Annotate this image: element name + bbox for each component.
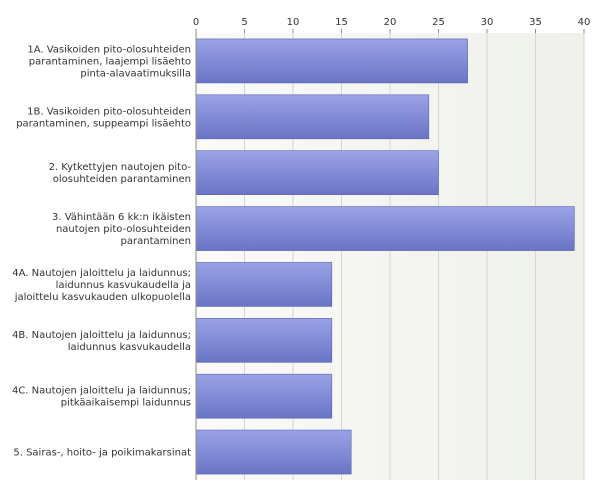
bar — [195, 429, 352, 475]
category-label-line: 1B. Vasikoiden pito-olosuhteiden — [27, 106, 191, 117]
category-label: 4A. Nautojen jaloittelu ja laidunnus; lai… — [12, 268, 191, 303]
category-label-line: jaloittelu kasvukauden ulkopuolella — [14, 292, 191, 303]
category-label-line: 3. Vähintään 6 kk:n ikäisten — [52, 212, 191, 223]
category-label-line: 4B. Nautojen jaloittelu ja laidunnus; — [12, 330, 191, 341]
category-label-line: pitkäaikaisempi laidunnus — [61, 398, 191, 409]
category-label-line: 5. Sairas-, hoito- ja poikimakarsinat — [13, 448, 191, 459]
category-label-line: parantaminen, laajempi lisäehto — [29, 56, 191, 67]
category-label-line: laidunnus kasvukaudella — [68, 342, 191, 353]
bar — [195, 262, 333, 307]
bar — [195, 94, 430, 140]
tick-label: 15 — [335, 17, 348, 28]
category-label-line: 2. Kytkettyjen nautojen pito- — [49, 162, 192, 173]
category-label-line: parantaminen, suppeampi lisäehto — [16, 118, 191, 129]
category-label-line: nautojen pito-olosuhteiden — [56, 224, 191, 235]
tick-label: 30 — [481, 17, 494, 28]
tick-label: 0 — [193, 17, 199, 28]
category-label: 2. Kytkettyjen nautojen pito-olosuhteide… — [49, 162, 192, 185]
tick-label: 25 — [432, 17, 445, 28]
category-label: 1A. Vasikoiden pito-olosuhteiden parantam… — [27, 44, 191, 79]
category-label-line: 4A. Nautojen jaloittelu ja laidunnus; — [12, 268, 191, 279]
category-label-line: 1A. Vasikoiden pito-olosuhteiden — [27, 44, 191, 55]
category-label-line: 4C. Nautojen jaloittelu ja laidunnus; — [12, 386, 191, 397]
tick-label: 20 — [384, 17, 397, 28]
category-label: 4C. Nautojen jaloittelu ja laidunnus; pit… — [12, 386, 191, 409]
category-label-line: parantaminen — [121, 236, 191, 247]
category-label: 3. Vähintään 6 kk:n ikäisten nautojen pit… — [52, 212, 191, 247]
tick-label: 5 — [241, 17, 247, 28]
category-label: 1B. Vasikoiden pito-olosuhteiden parantam… — [16, 106, 191, 129]
tick-label: 35 — [529, 17, 542, 28]
category-label-line: olosuhteiden parantaminen — [53, 174, 191, 185]
bar — [195, 38, 468, 84]
tick-label: 10 — [287, 17, 300, 28]
category-label-line: laidunnus kasvukaudella ja — [56, 280, 191, 291]
bar — [195, 150, 439, 195]
bar — [195, 206, 575, 251]
category-label-line: pinta-alavaatimuksilla — [80, 68, 191, 79]
category-label: 5. Sairas-, hoito- ja poikimakarsinat — [13, 448, 191, 459]
bars — [195, 38, 575, 475]
bar — [195, 373, 333, 419]
tick-label: 40 — [578, 17, 591, 28]
category-label: 4B. Nautojen jaloittelu ja laidunnus; lai… — [12, 330, 191, 353]
bar — [195, 318, 333, 363]
x-axis-ticks: 0 5 10 15 20 25 30 35 40 — [193, 17, 591, 33]
category-labels: 1A. Vasikoiden pito-olosuhteiden parantam… — [12, 44, 191, 458]
